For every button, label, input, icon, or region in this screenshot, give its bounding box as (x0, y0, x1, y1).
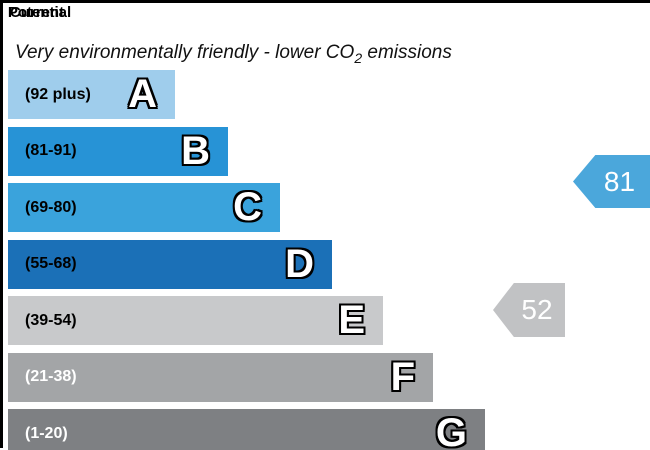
band-bar-f: (21-38) F (8, 352, 433, 402)
band-bar-c: (69-80) C (8, 183, 280, 232)
band-letter: C (232, 184, 263, 231)
band-bar-d: (55-68) D (8, 239, 332, 289)
band-range-label: (39-54) (25, 311, 77, 329)
chart-title-suffix: emissions (362, 42, 452, 63)
band-bar-b: (81-91) B (8, 126, 228, 176)
band-range-label: (21-38) (25, 368, 77, 385)
band-range-label: (81-91) (25, 142, 77, 159)
potential-value: 81 (603, 165, 636, 197)
potential-column-header: Potential (7, 4, 72, 21)
band-range-label: (55-68) (25, 255, 77, 272)
band-letter: E (337, 297, 366, 344)
chart-title-text: Very environmentally friendly - lower CO (15, 42, 355, 63)
band-letter: B (180, 127, 211, 174)
band-bar-g: (1-20) G (8, 409, 485, 450)
band-range-label: (92 plus) (25, 85, 91, 103)
header-divider-line (0, 0, 650, 3)
band-letter: G (435, 410, 469, 450)
potential-column-divider (0, 0, 3, 448)
band-bar-e: (39-54) E (8, 296, 383, 345)
band-range-label: (1-20) (25, 424, 68, 442)
band-letter: A (127, 71, 158, 118)
current-value-arrow: 52 (493, 283, 565, 337)
chart-title: Very environmentally friendly - lower CO… (15, 42, 452, 66)
chart-title-subscript: 2 (354, 49, 363, 66)
potential-value-arrow: 81 (573, 155, 650, 208)
band-range-label: (69-80) (25, 198, 77, 216)
current-value: 52 (521, 294, 553, 325)
current-column-header: Current (9, 4, 65, 21)
band-bar-a: (92 plus) A (8, 70, 175, 119)
band-letter: D (284, 240, 315, 287)
band-letter: F (389, 353, 416, 400)
